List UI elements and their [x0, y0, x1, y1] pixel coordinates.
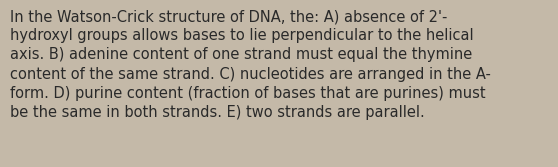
- Text: In the Watson-Crick structure of DNA, the: A) absence of 2'-
hydroxyl groups all: In the Watson-Crick structure of DNA, th…: [10, 9, 491, 120]
